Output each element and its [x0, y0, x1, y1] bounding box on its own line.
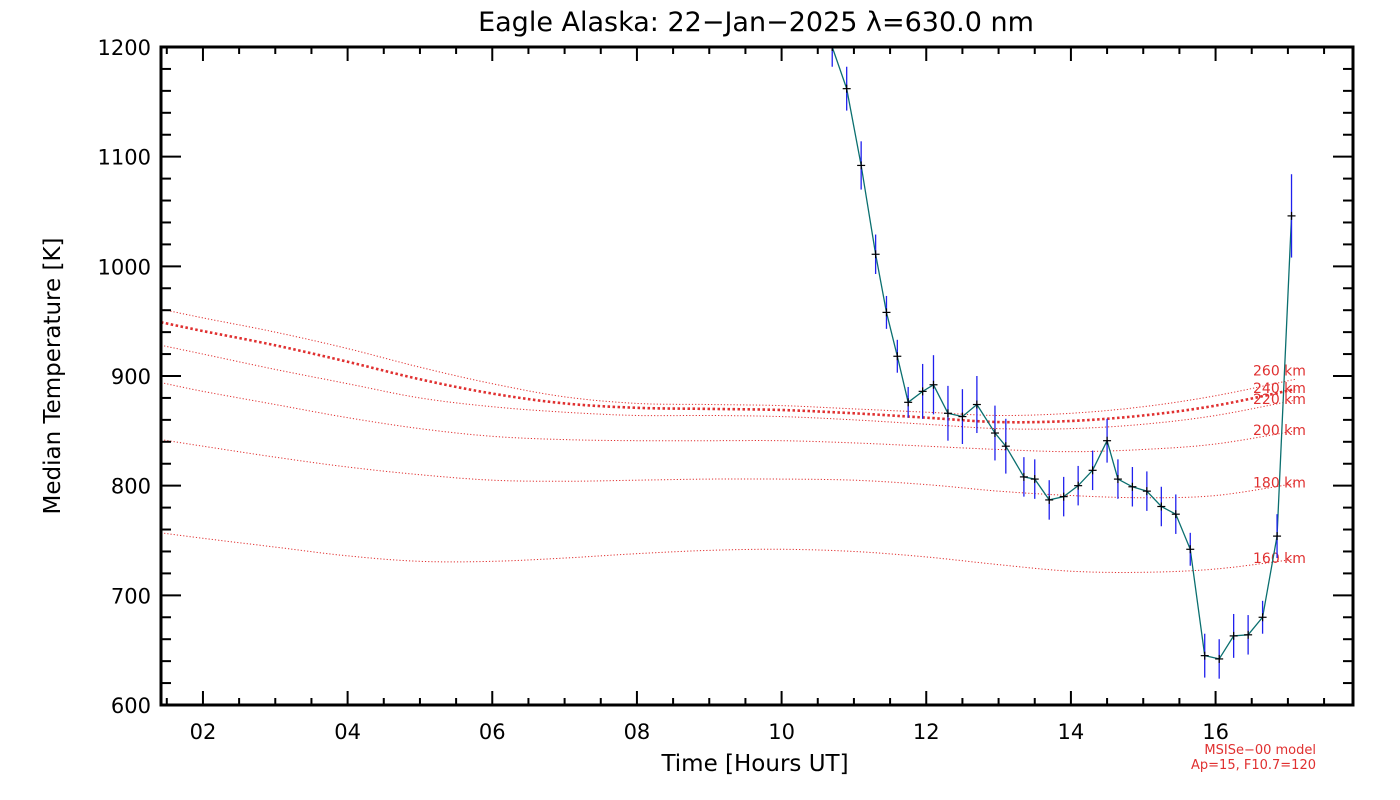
model-annotation-line1: MSISe−00 model: [1204, 743, 1316, 758]
model-curve-160-km: [161, 532, 1296, 573]
data-point: [1128, 482, 1137, 491]
chart-title: Eagle Alaska: 22−Jan−2025 λ=630.0 nm: [478, 7, 1034, 38]
model-annotation-line2: Ap=15, F10.7=120: [1191, 758, 1316, 773]
model-label-240-km: 240 km: [1253, 381, 1306, 397]
measurement-series: [828, 47, 1296, 679]
data-point: [943, 409, 952, 418]
plot-frame: [159, 45, 1355, 707]
y-tick-label: 1000: [98, 255, 151, 279]
x-tick-label: 12: [913, 720, 940, 744]
model-label-260-km: 260 km: [1253, 363, 1306, 379]
data-point: [1229, 631, 1238, 640]
data-point: [1171, 510, 1180, 519]
data-point: [929, 380, 938, 389]
data-point: [1287, 211, 1296, 220]
x-axis-label: Time [Hours UT]: [660, 751, 848, 777]
x-tick-label: 04: [334, 720, 361, 744]
measurement-line: [831, 47, 1293, 660]
model-curve-260-km: [161, 308, 1296, 417]
data-point: [918, 387, 927, 396]
data-point: [958, 412, 967, 421]
y-tick-label: 900: [111, 365, 151, 389]
y-axis-label: Median Temperature [K]: [40, 238, 66, 515]
model-curves: [161, 308, 1296, 573]
y-tick-label: 1100: [98, 146, 151, 170]
x-tick-labels: 02 04 06 08 10 12 14 16: [190, 720, 1229, 744]
data-point: [1273, 532, 1282, 541]
axis-ticks: [161, 46, 1353, 706]
data-point: [1059, 492, 1068, 501]
data-point: [1200, 651, 1209, 660]
data-point: [857, 161, 866, 170]
data-point: [871, 250, 880, 259]
data-point: [1186, 545, 1195, 554]
data-point: [1074, 481, 1083, 490]
data-point: [1045, 495, 1054, 504]
data-point: [1258, 613, 1267, 622]
model-curve-220-km: [161, 344, 1296, 430]
data-point: [1103, 436, 1112, 445]
model-curve-180-km: [161, 439, 1296, 499]
y-tick-label: 600: [111, 694, 151, 718]
y-tick-label: 700: [111, 584, 151, 608]
x-tick-label: 06: [479, 720, 506, 744]
y-tick-label: 1200: [98, 36, 151, 60]
x-tick-label: 14: [1058, 720, 1085, 744]
model-label-200-km: 200 km: [1253, 423, 1306, 439]
x-tick-label: 16: [1202, 720, 1229, 744]
data-point: [1113, 475, 1122, 484]
data-point: [972, 400, 981, 409]
model-label-220-km: 220 km: [1253, 392, 1306, 408]
data-point: [1157, 502, 1166, 511]
model-curve-200-km: [161, 382, 1296, 453]
data-point: [1244, 630, 1253, 639]
x-tick-label: 08: [624, 720, 651, 744]
y-tick-label: 800: [111, 475, 151, 499]
data-point: [1088, 466, 1097, 475]
data-point: [904, 398, 913, 407]
y-tick-labels: 600 700 800 900 1000 1100 1200: [98, 36, 151, 718]
data-point: [893, 352, 902, 361]
data-point: [1142, 487, 1151, 496]
data-point: [882, 308, 891, 317]
data-point: [1215, 654, 1224, 663]
data-point: [828, 47, 837, 51]
data-point: [842, 84, 851, 93]
data-point: [1030, 475, 1039, 484]
model-label-160-km: 160 km: [1253, 551, 1306, 567]
x-tick-label: 02: [190, 720, 217, 744]
data-point: [1019, 472, 1028, 481]
data-point: [1001, 442, 1010, 451]
data-point: [990, 429, 999, 438]
model-curve-240-km: [161, 320, 1296, 424]
x-tick-label: 10: [768, 720, 795, 744]
